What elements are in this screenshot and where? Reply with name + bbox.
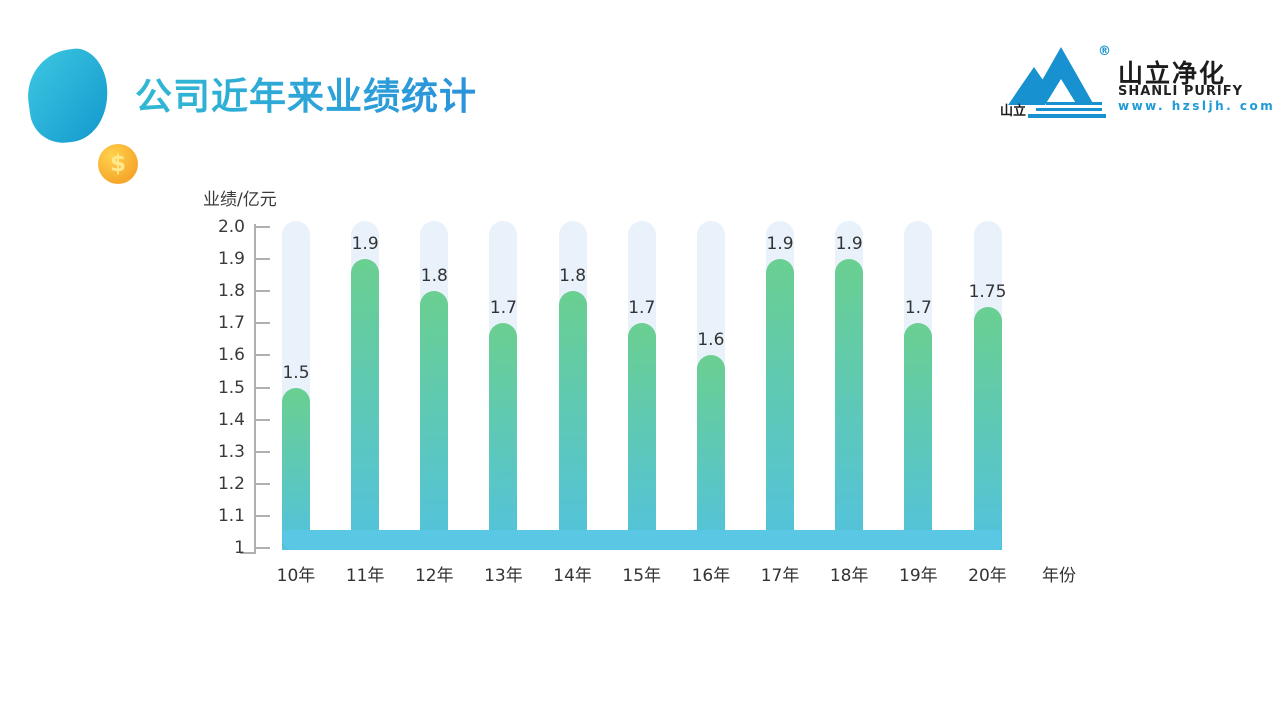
y-axis-foot bbox=[240, 552, 255, 554]
y-tick-mark bbox=[256, 547, 270, 549]
x-tick-label: 15年 bbox=[622, 566, 662, 586]
logo-underline-1 bbox=[1046, 102, 1102, 105]
bar-fill bbox=[282, 387, 310, 550]
bar-fill bbox=[351, 259, 380, 550]
y-tick-label: 2.0 bbox=[217, 217, 245, 237]
y-tick-label: 1.3 bbox=[217, 441, 245, 462]
chart-baseline bbox=[282, 530, 1001, 550]
y-tick-mark bbox=[256, 290, 270, 293]
logo-name-cn: 山立净化 bbox=[1118, 59, 1227, 88]
y-axis-line bbox=[254, 224, 256, 554]
bar-fill bbox=[696, 355, 725, 550]
x-tick-label: 14年 bbox=[553, 566, 592, 586]
y-tick-mark bbox=[256, 322, 270, 325]
mountain-cutout bbox=[1045, 79, 1077, 105]
registered-trademark-icon: ® bbox=[1098, 44, 1111, 59]
y-tick-label: 1 bbox=[234, 538, 245, 558]
bar-value-label: 1.9 bbox=[835, 234, 863, 255]
y-tick-label: 1.7 bbox=[217, 313, 245, 334]
bar-value-label: 1.8 bbox=[559, 266, 587, 287]
x-tick-label: 18年 bbox=[829, 566, 869, 586]
y-tick-mark bbox=[256, 354, 270, 357]
company-logo: ® 山立 山立净化 SHANLI PURIFY www. hzsljh. com bbox=[1000, 42, 1273, 122]
x-tick-label: 17年 bbox=[760, 566, 800, 586]
logo-underline-3 bbox=[1028, 114, 1106, 118]
bar-fill bbox=[627, 323, 656, 550]
x-tick-label: 13年 bbox=[484, 566, 523, 586]
y-tick-label: 1.8 bbox=[217, 281, 245, 302]
y-tick-label: 1.2 bbox=[217, 473, 245, 494]
x-axis-title: 年份 bbox=[1042, 566, 1076, 586]
x-tick-label: 12年 bbox=[414, 566, 454, 586]
bar-fill bbox=[489, 323, 518, 550]
bar-fill bbox=[904, 323, 933, 550]
y-tick-label: 1.6 bbox=[217, 345, 245, 366]
bar-value-label: 1.7 bbox=[628, 298, 656, 319]
bar-value-label: 1.7 bbox=[904, 298, 932, 319]
y-axis-title: 业绩/亿元 bbox=[203, 190, 277, 210]
x-tick-label: 11年 bbox=[345, 566, 385, 586]
dollar-symbol: $ bbox=[109, 151, 126, 177]
y-tick-mark bbox=[256, 258, 270, 261]
bar-value-label: 1.9 bbox=[766, 234, 794, 255]
y-tick-label: 1.4 bbox=[217, 409, 245, 430]
y-tick-mark bbox=[256, 386, 270, 389]
bar-fill bbox=[766, 259, 795, 550]
bar-value-label: 1.9 bbox=[351, 234, 379, 255]
y-tick-label: 1.1 bbox=[217, 505, 245, 526]
bar-fill bbox=[973, 307, 1002, 550]
y-tick-mark bbox=[256, 514, 270, 517]
bar-value-label: 1.8 bbox=[420, 266, 448, 287]
bar-value-label: 1.5 bbox=[282, 362, 310, 383]
bar-fill bbox=[558, 291, 587, 550]
logo-website: www. hzsljh. com bbox=[1118, 99, 1276, 113]
logo-mark-text: 山立 bbox=[1000, 104, 1027, 119]
x-tick-label: 19年 bbox=[899, 566, 938, 586]
y-tick-mark bbox=[256, 418, 270, 421]
dollar-coin-icon: $ bbox=[98, 144, 138, 184]
y-tick-label: 1.5 bbox=[217, 377, 245, 398]
logo-name-en: SHANLI PURIFY bbox=[1118, 84, 1244, 99]
bar-fill bbox=[835, 259, 864, 550]
y-tick-label: 1.9 bbox=[217, 249, 245, 270]
bar-value-label: 1.75 bbox=[968, 282, 1007, 303]
x-tick-label: 10年 bbox=[276, 566, 316, 586]
y-tick-mark bbox=[256, 226, 270, 228]
y-tick-mark bbox=[256, 450, 270, 453]
bar-fill bbox=[420, 291, 449, 550]
y-tick-mark bbox=[256, 482, 270, 485]
bar-value-label: 1.6 bbox=[697, 330, 725, 351]
x-tick-label: 20年 bbox=[968, 566, 1007, 586]
bar-value-label: 1.7 bbox=[489, 298, 517, 319]
x-tick-label: 16年 bbox=[691, 566, 731, 586]
logo-underline-2 bbox=[1036, 108, 1102, 111]
page-title: 公司近年来业绩统计 bbox=[135, 66, 477, 120]
